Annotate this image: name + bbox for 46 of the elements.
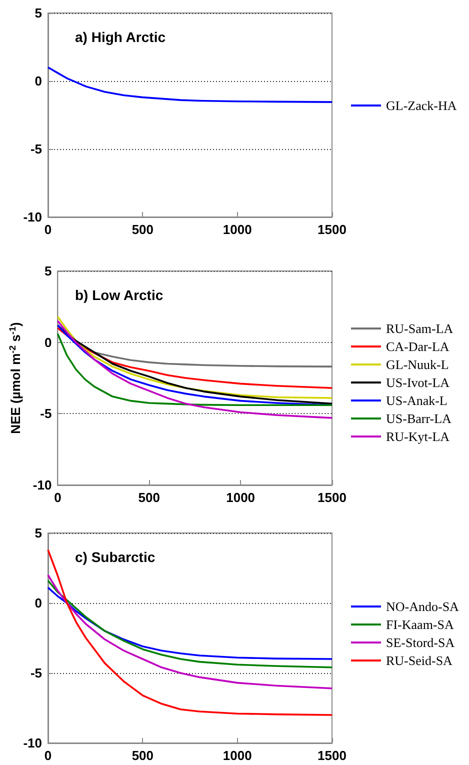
line-series (56, 320, 333, 419)
legend-label: CA-Dar-LA (386, 339, 450, 354)
legend-label: US-Barr-LA (386, 411, 452, 426)
text: a) High Arctic (75, 29, 166, 45)
line-series (56, 316, 333, 399)
line-series (47, 586, 333, 660)
y-tick-label: -10 (23, 210, 42, 224)
y-tick-label: 0 (34, 596, 42, 610)
x-tick-label: 1500 (318, 490, 346, 505)
y-tick-label: -5 (30, 142, 42, 156)
x-tick-label: 500 (132, 748, 154, 763)
text: b) Low Arctic (75, 287, 164, 303)
text: c) Subarctic (75, 549, 156, 565)
y-tick-label: -5 (40, 406, 52, 422)
y-tick-label: 5 (34, 6, 42, 20)
legend-label: RU-Kyt-LA (386, 429, 450, 444)
y-tick-label: -5 (30, 666, 42, 680)
line-series (47, 580, 333, 668)
x-tick-label: 1500 (318, 748, 346, 763)
y-tick-label: -10 (23, 736, 42, 750)
x-tick-label: 0 (54, 490, 62, 505)
line-series (56, 327, 333, 389)
legend-label: GL-Zack-HA (386, 98, 458, 113)
y-tick-label: -10 (32, 478, 52, 492)
x-tick-label: 1000 (226, 490, 256, 505)
x-tick-label: 1000 (222, 748, 252, 763)
legend-label: RU-Sam-LA (386, 321, 454, 336)
y-tick-label: 5 (44, 264, 52, 278)
line-series (47, 66, 333, 103)
y-tick-label: 0 (44, 334, 52, 350)
line-series (47, 548, 333, 716)
legend-label: US-Anak-L (386, 393, 448, 408)
y-tick-label: 5 (34, 526, 42, 540)
legend-label: RU-Seid-SA (386, 653, 454, 668)
line-series (47, 574, 333, 690)
legend-label: SE-Stord-SA (386, 635, 456, 650)
legend-label: NO-Ando-SA (386, 599, 460, 614)
y-axis-title: NEE (µmol m-2 s-1) (8, 322, 23, 434)
x-tick-label: 1000 (222, 222, 252, 237)
x-tick-label: 500 (132, 222, 154, 237)
x-tick-label: 1500 (318, 222, 346, 237)
x-tick-label: 500 (138, 490, 160, 505)
legend-label: GL-Nuuk-L (386, 357, 449, 372)
y-tick-label: 0 (34, 74, 42, 88)
legend-label: US-Ivot-LA (386, 375, 450, 390)
legend-label: FI-Kaam-SA (386, 617, 454, 632)
